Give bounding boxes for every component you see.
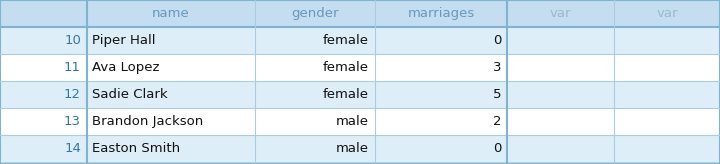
Text: male: male — [336, 142, 369, 155]
Text: female: female — [323, 88, 369, 101]
Text: 2: 2 — [492, 115, 501, 128]
Text: var: var — [656, 7, 678, 20]
Text: Brandon Jackson: Brandon Jackson — [92, 115, 203, 128]
Bar — [0, 108, 720, 135]
Text: 3: 3 — [492, 61, 501, 74]
Text: gender: gender — [292, 7, 338, 20]
Text: male: male — [336, 115, 369, 128]
Text: 12: 12 — [64, 88, 81, 101]
Text: 5: 5 — [492, 88, 501, 101]
Text: Easton Smith: Easton Smith — [92, 142, 180, 155]
Text: 11: 11 — [64, 61, 81, 74]
Text: marriages: marriages — [408, 7, 474, 20]
Bar — [0, 27, 720, 54]
Text: 14: 14 — [64, 142, 81, 155]
Text: 0: 0 — [492, 142, 501, 155]
Bar — [0, 135, 720, 162]
Bar — [0, 0, 720, 27]
Text: 0: 0 — [492, 34, 501, 47]
Text: Sadie Clark: Sadie Clark — [92, 88, 168, 101]
Text: 10: 10 — [64, 34, 81, 47]
Text: 13: 13 — [64, 115, 81, 128]
Text: female: female — [323, 61, 369, 74]
Bar — [0, 81, 720, 108]
Text: Piper Hall: Piper Hall — [92, 34, 156, 47]
Text: var: var — [550, 7, 571, 20]
Text: name: name — [152, 7, 190, 20]
Text: female: female — [323, 34, 369, 47]
Bar — [0, 54, 720, 81]
Text: Ava Lopez: Ava Lopez — [92, 61, 160, 74]
